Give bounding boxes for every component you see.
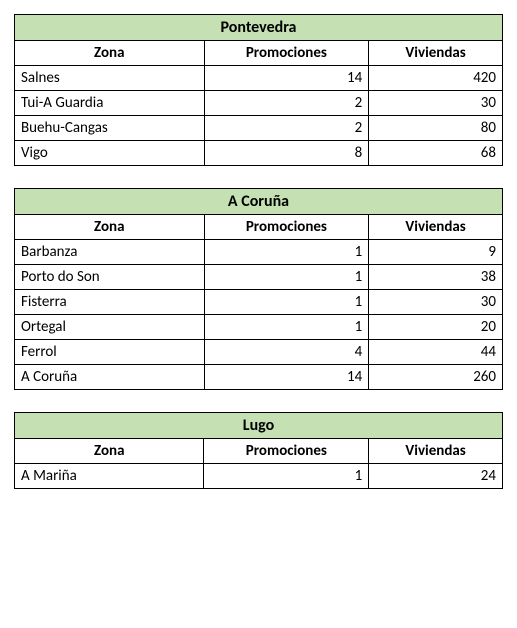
promociones-cell: 2	[204, 91, 369, 116]
column-header: Viviendas	[369, 41, 503, 66]
zone-cell: Ortegal	[15, 315, 205, 340]
column-header: Viviendas	[369, 215, 503, 240]
data-table: A CoruñaZonaPromocionesViviendasBarbanza…	[14, 188, 503, 390]
viviendas-cell: 420	[369, 66, 503, 91]
table-title: Lugo	[15, 413, 503, 439]
promociones-cell: 1	[204, 290, 369, 315]
column-header: Zona	[15, 439, 204, 464]
table-row: A Mariña124	[15, 464, 503, 489]
table-title: A Coruña	[15, 189, 503, 215]
data-table: LugoZonaPromocionesViviendasA Mariña124	[14, 412, 503, 489]
table-row: Tui-A Guardia230	[15, 91, 503, 116]
table-row: Barbanza19	[15, 240, 503, 265]
column-header: Promociones	[204, 215, 369, 240]
column-header: Zona	[15, 41, 205, 66]
promociones-cell: 1	[204, 240, 369, 265]
table-row: Buehu-Cangas280	[15, 116, 503, 141]
viviendas-cell: 44	[369, 340, 503, 365]
table-row: Fisterra130	[15, 290, 503, 315]
viviendas-cell: 80	[369, 116, 503, 141]
promociones-cell: 4	[204, 340, 369, 365]
table-row: Porto do Son138	[15, 265, 503, 290]
promociones-cell: 2	[204, 116, 369, 141]
promociones-cell: 14	[204, 66, 369, 91]
promociones-cell: 1	[204, 464, 369, 489]
promociones-cell: 1	[204, 265, 369, 290]
table-row: A Coruña14260	[15, 365, 503, 390]
zone-cell: Barbanza	[15, 240, 205, 265]
data-table: PontevedraZonaPromocionesViviendasSalnes…	[14, 14, 503, 166]
column-header: Viviendas	[369, 439, 503, 464]
column-header: Promociones	[204, 439, 369, 464]
zone-cell: Tui-A Guardia	[15, 91, 205, 116]
viviendas-cell: 24	[369, 464, 503, 489]
column-header: Zona	[15, 215, 205, 240]
promociones-cell: 8	[204, 141, 369, 166]
zone-cell: Fisterra	[15, 290, 205, 315]
promociones-cell: 1	[204, 315, 369, 340]
promociones-cell: 14	[204, 365, 369, 390]
viviendas-cell: 260	[369, 365, 503, 390]
table-row: Ortegal120	[15, 315, 503, 340]
zone-cell: A Mariña	[15, 464, 204, 489]
zone-cell: Buehu-Cangas	[15, 116, 205, 141]
tables-container: PontevedraZonaPromocionesViviendasSalnes…	[14, 14, 503, 489]
column-header: Promociones	[204, 41, 369, 66]
table-row: Ferrol444	[15, 340, 503, 365]
zone-cell: Porto do Son	[15, 265, 205, 290]
table-row: Vigo868	[15, 141, 503, 166]
zone-cell: A Coruña	[15, 365, 205, 390]
viviendas-cell: 30	[369, 91, 503, 116]
zone-cell: Vigo	[15, 141, 205, 166]
zone-cell: Ferrol	[15, 340, 205, 365]
zone-cell: Salnes	[15, 66, 205, 91]
viviendas-cell: 68	[369, 141, 503, 166]
viviendas-cell: 30	[369, 290, 503, 315]
table-row: Salnes14420	[15, 66, 503, 91]
table-title: Pontevedra	[15, 15, 503, 41]
viviendas-cell: 20	[369, 315, 503, 340]
viviendas-cell: 38	[369, 265, 503, 290]
viviendas-cell: 9	[369, 240, 503, 265]
